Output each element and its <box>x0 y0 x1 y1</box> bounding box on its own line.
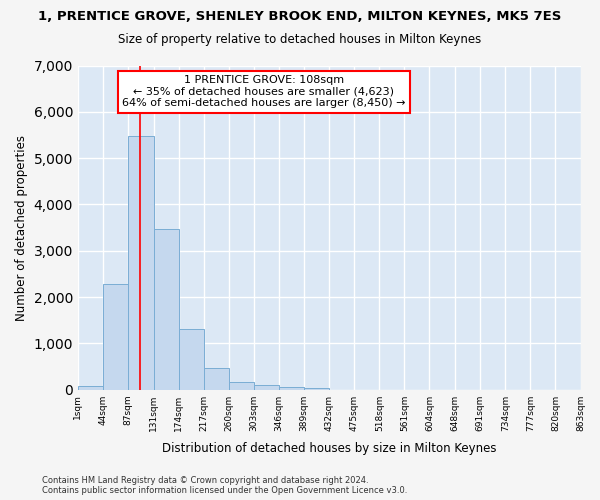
X-axis label: Distribution of detached houses by size in Milton Keynes: Distribution of detached houses by size … <box>162 442 496 455</box>
Bar <box>103 284 128 390</box>
Bar <box>229 382 254 390</box>
Text: 1 PRENTICE GROVE: 108sqm
← 35% of detached houses are smaller (4,623)
64% of sem: 1 PRENTICE GROVE: 108sqm ← 35% of detach… <box>122 75 406 108</box>
Bar <box>304 388 329 390</box>
Bar <box>128 136 154 390</box>
Text: 1, PRENTICE GROVE, SHENLEY BROOK END, MILTON KEYNES, MK5 7ES: 1, PRENTICE GROVE, SHENLEY BROOK END, MI… <box>38 10 562 23</box>
Bar <box>254 386 279 390</box>
Bar <box>179 329 204 390</box>
Text: Size of property relative to detached houses in Milton Keynes: Size of property relative to detached ho… <box>118 32 482 46</box>
Bar <box>204 368 229 390</box>
Bar <box>154 230 179 390</box>
Bar <box>78 386 103 390</box>
Y-axis label: Number of detached properties: Number of detached properties <box>15 134 28 320</box>
Text: Contains HM Land Registry data © Crown copyright and database right 2024.
Contai: Contains HM Land Registry data © Crown c… <box>42 476 407 495</box>
Bar <box>279 387 304 390</box>
